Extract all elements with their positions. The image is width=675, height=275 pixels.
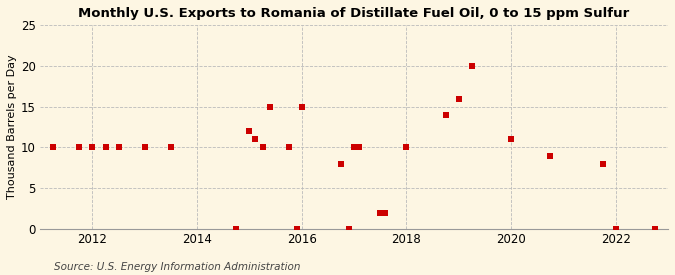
- Point: [74, 145, 85, 150]
- Point: [649, 227, 660, 231]
- Point: [545, 153, 556, 158]
- Title: Monthly U.S. Exports to Romania of Distillate Fuel Oil, 0 to 15 ppm Sulfur: Monthly U.S. Exports to Romania of Disti…: [78, 7, 630, 20]
- Point: [506, 137, 516, 142]
- Point: [296, 104, 307, 109]
- Point: [597, 161, 608, 166]
- Point: [87, 145, 98, 150]
- Point: [48, 145, 59, 150]
- Point: [140, 145, 151, 150]
- Point: [284, 145, 294, 150]
- Point: [610, 227, 621, 231]
- Point: [249, 137, 260, 142]
- Point: [344, 227, 354, 231]
- Text: Source: U.S. Energy Information Administration: Source: U.S. Energy Information Administ…: [54, 262, 300, 272]
- Point: [335, 161, 346, 166]
- Y-axis label: Thousand Barrels per Day: Thousand Barrels per Day: [7, 55, 17, 199]
- Point: [291, 227, 302, 231]
- Point: [375, 210, 385, 215]
- Point: [100, 145, 111, 150]
- Point: [454, 96, 464, 101]
- Point: [440, 113, 451, 117]
- Point: [466, 64, 477, 68]
- Point: [380, 210, 391, 215]
- Point: [401, 145, 412, 150]
- Point: [257, 145, 268, 150]
- Point: [265, 104, 276, 109]
- Point: [349, 145, 360, 150]
- Point: [354, 145, 364, 150]
- Point: [244, 129, 255, 133]
- Point: [231, 227, 242, 231]
- Point: [165, 145, 176, 150]
- Point: [113, 145, 124, 150]
